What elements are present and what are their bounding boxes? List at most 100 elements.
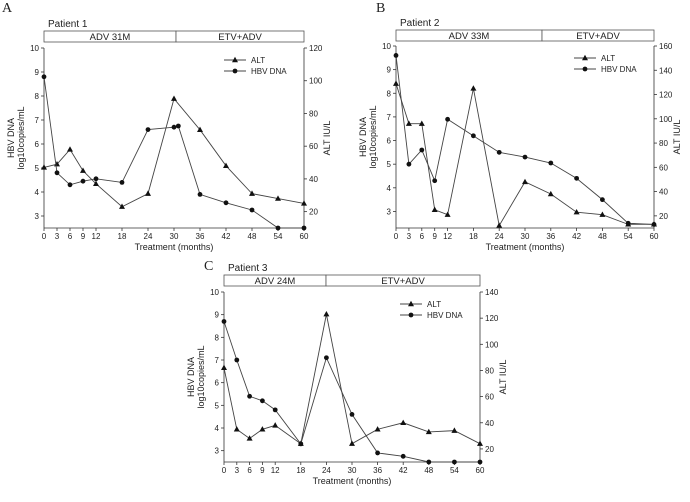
y-tick-label-left: 8 xyxy=(215,333,220,342)
y-tick-label-left: 4 xyxy=(387,184,392,193)
x-tick-label: 60 xyxy=(476,466,485,475)
x-tick-label: 54 xyxy=(274,232,283,241)
y-axis-label-right: ALT IU/L xyxy=(322,121,332,156)
x-tick-label: 3 xyxy=(235,466,240,475)
y-axis-label-right: ALT IU/L xyxy=(498,360,508,395)
x-tick-label: 9 xyxy=(81,232,86,241)
hbv-dna-point xyxy=(171,124,177,130)
hbv-dna-point xyxy=(349,412,355,417)
x-tick-label: 0 xyxy=(222,466,227,475)
y-tick-label-left: 3 xyxy=(215,447,220,456)
panel-letter: B xyxy=(376,1,385,16)
treatment-label: ETV+ADV xyxy=(381,276,425,287)
y-axis-label-left-units: log10copies/mL xyxy=(196,345,206,408)
x-tick-label: 42 xyxy=(572,232,581,241)
hbv-dna-point xyxy=(400,453,406,459)
y-tick-label-left: 3 xyxy=(387,207,392,216)
legend-marker-triangle xyxy=(582,54,588,61)
hbv-dna-point xyxy=(145,127,151,132)
x-tick-label: 3 xyxy=(407,232,412,241)
alt-point xyxy=(522,178,528,185)
alt-point xyxy=(301,200,307,206)
y-tick-label-left: 5 xyxy=(215,401,220,410)
x-tick-label: 36 xyxy=(373,466,382,475)
x-tick-label: 18 xyxy=(296,466,305,475)
y-axis-label-left: HBV DNA xyxy=(358,117,368,157)
x-tick-label: 60 xyxy=(300,232,309,241)
y-tick-label-right: 140 xyxy=(659,66,673,75)
legend-label: ALT xyxy=(427,300,441,309)
y-tick-label-left: 5 xyxy=(35,164,40,173)
hbv-dna-point xyxy=(221,319,227,324)
x-tick-label: 12 xyxy=(443,232,452,241)
alt-point xyxy=(374,426,381,432)
x-tick-label: 60 xyxy=(650,232,659,241)
y-tick-label-right: 100 xyxy=(485,340,499,349)
treatment-bar-segment xyxy=(175,30,305,43)
treatment-label: ADV 31M xyxy=(90,32,131,43)
y-tick-label-right: 80 xyxy=(485,366,494,375)
alt-point xyxy=(400,419,407,425)
y-tick-label-left: 8 xyxy=(35,92,40,101)
treatment-label: ETV+ADV xyxy=(218,32,262,43)
hbv-dna-point xyxy=(80,178,86,184)
y-tick-label-right: 60 xyxy=(659,163,668,172)
y-tick-label-left: 10 xyxy=(382,42,391,51)
x-tick-label: 9 xyxy=(260,466,265,475)
y-tick-label-left: 8 xyxy=(387,89,392,98)
hbv-dna-point xyxy=(197,192,203,197)
alt-point xyxy=(431,206,438,212)
x-tick-label: 30 xyxy=(348,466,357,475)
treatment-label: ADV 33M xyxy=(449,31,490,42)
y-tick-label-left: 6 xyxy=(387,137,392,146)
x-tick-label: 30 xyxy=(521,232,530,241)
alt-point xyxy=(80,167,86,173)
alt-point xyxy=(477,440,483,446)
x-axis-label: Treatment (months) xyxy=(135,242,214,252)
alt-point xyxy=(599,211,606,217)
y-axis-label-left: HBV DNA xyxy=(6,118,16,158)
hbv-dna-point xyxy=(41,74,47,80)
hbv-dna-point xyxy=(67,182,73,188)
y-axis-label-left: HBV DNA xyxy=(186,357,196,397)
hbv-dna-point xyxy=(471,133,476,139)
alt-point xyxy=(249,190,255,196)
y-tick-label-right: 100 xyxy=(659,115,673,124)
hbv-dna-point xyxy=(175,123,181,129)
x-tick-label: 0 xyxy=(394,232,399,241)
hbv-dna-point xyxy=(301,225,307,231)
y-tick-label-left: 5 xyxy=(387,160,392,169)
alt-point xyxy=(496,222,503,228)
y-axis-label-left-units: log10copies/mL xyxy=(16,106,26,169)
x-tick-label: 42 xyxy=(399,466,408,475)
x-tick-label: 9 xyxy=(432,232,437,241)
y-tick-label-right: 80 xyxy=(659,139,668,148)
chart-title: Patient 2 xyxy=(400,18,440,29)
hbv-dna-point xyxy=(234,357,240,363)
alt-point xyxy=(275,195,281,201)
alt-point xyxy=(444,211,451,217)
hbv-dna-point xyxy=(249,207,255,213)
y-tick-label-right: 40 xyxy=(485,419,494,428)
y-tick-label-left: 3 xyxy=(35,212,40,221)
hbv-dna-point xyxy=(406,161,412,167)
hbv-dna-point xyxy=(600,197,605,203)
hbv-dna-point xyxy=(375,450,380,456)
alt-point xyxy=(233,426,240,432)
alt-point xyxy=(41,164,47,170)
treatment-bar-segment xyxy=(541,29,655,42)
hbv-dna-point xyxy=(54,170,60,176)
alt-point xyxy=(418,120,425,126)
y-tick-label-right: 20 xyxy=(485,445,494,454)
y-tick-label-right: 40 xyxy=(309,175,318,184)
y-tick-label-right: 40 xyxy=(659,188,668,197)
alt-point xyxy=(223,162,229,169)
panel-letter: C xyxy=(204,259,213,274)
alt-point xyxy=(67,146,73,152)
hbv-dna-point xyxy=(247,393,253,399)
alt-point xyxy=(349,440,355,446)
x-tick-label: 0 xyxy=(42,232,47,241)
